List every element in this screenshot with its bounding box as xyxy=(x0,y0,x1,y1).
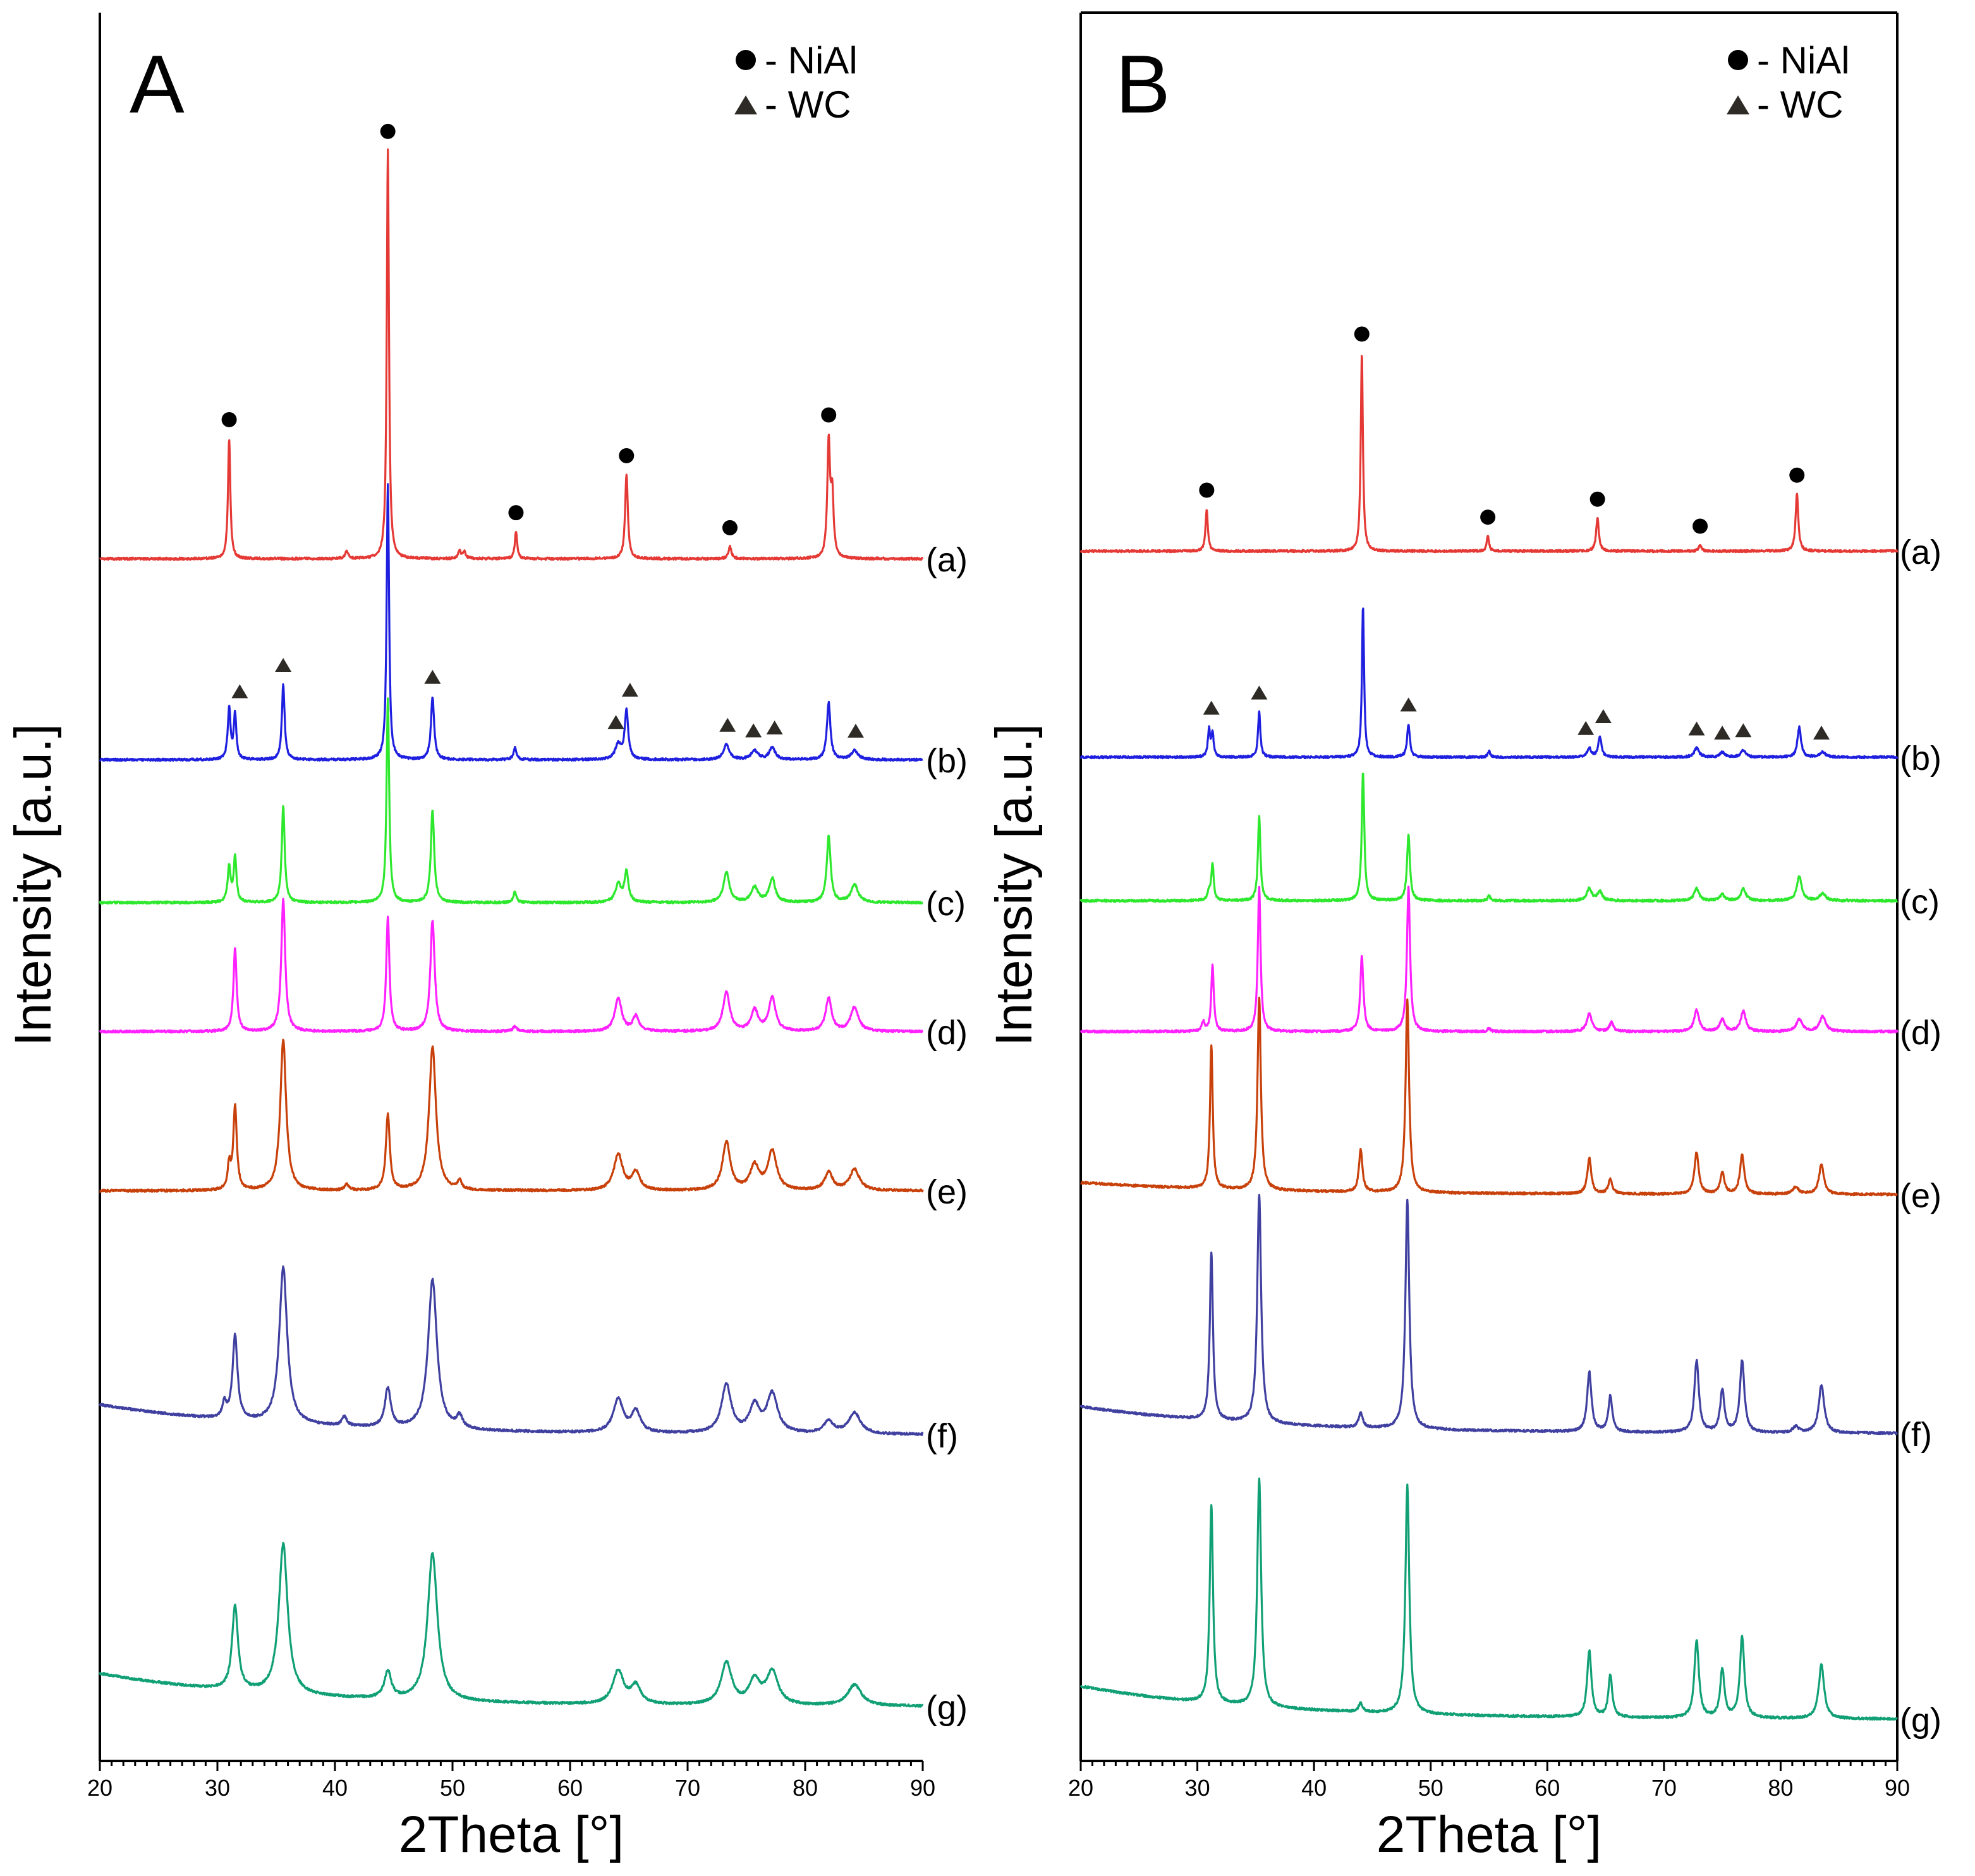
panel-a-trace-d xyxy=(99,898,923,1034)
panel-b-nial-marker xyxy=(1199,482,1215,498)
panel-a-trace-b xyxy=(99,483,923,762)
panel-a-legend-wc-marker xyxy=(734,95,757,114)
panel-b-wc-marker xyxy=(1203,700,1220,715)
panel-a-trace-f xyxy=(99,1265,924,1436)
panel-b-curve-label-g: (g) xyxy=(1900,1702,1942,1739)
panel-a-nial-marker xyxy=(221,411,237,427)
panel-a-trace-e xyxy=(99,1038,924,1193)
panel-b-trace-b xyxy=(1079,607,1899,760)
panel-b-nial-marker xyxy=(1589,491,1605,507)
panel-a-x-tick-label: 70 xyxy=(675,1775,700,1801)
panel-a-nial-marker xyxy=(619,448,635,463)
panel-b-x-tick-label: 30 xyxy=(1185,1775,1210,1801)
panel-b-legend-nial-marker xyxy=(1728,50,1748,70)
panel-a-nial-marker xyxy=(380,123,396,139)
panel-a-wc-marker xyxy=(424,669,441,684)
panel-b-nial-marker xyxy=(1789,467,1805,483)
panel-b-x-tick-label: 70 xyxy=(1651,1775,1677,1801)
panel-a-y-axis-label: Intensity [a.u.] xyxy=(4,724,62,1047)
panel-a-legend-nial-label: - NiAl xyxy=(765,39,858,82)
panel-a-legend-wc-label: - WC xyxy=(765,83,851,126)
panel-b-nial-marker xyxy=(1692,518,1708,534)
panel-a-wc-marker xyxy=(231,684,248,698)
panel-b-curve-label-d: (d) xyxy=(1900,1014,1942,1052)
panel-a-wc-marker xyxy=(847,724,864,738)
panel-b-trace-g xyxy=(1079,1477,1898,1721)
panel-a-trace-c xyxy=(99,697,923,905)
panel-b-wc-marker xyxy=(1400,697,1417,712)
panel-a-trace-a xyxy=(99,148,924,561)
panel-a-x-tick-label: 40 xyxy=(322,1775,348,1801)
panel-a-curve-label-f: (f) xyxy=(926,1417,958,1455)
panel-b-x-tick-label: 20 xyxy=(1068,1775,1093,1801)
panel-b-legend-wc-marker xyxy=(1727,95,1749,114)
panel-b-legend-nial-label: - NiAl xyxy=(1757,39,1850,82)
panel-b-wc-marker xyxy=(1714,725,1731,740)
panel-b-trace-c xyxy=(1079,772,1899,903)
panel-a-nial-marker xyxy=(722,520,738,535)
panel-a-legend: - NiAl - WC xyxy=(734,39,858,126)
panel-a-curve-label-c: (c) xyxy=(926,885,966,923)
panel-a-nial-marker xyxy=(508,505,524,521)
panel-b-trace-a xyxy=(1080,355,1899,554)
panel-a-label: A xyxy=(130,38,185,130)
panel-a-wc-marker xyxy=(275,657,292,672)
panel-a-x-tick-label: 90 xyxy=(910,1775,935,1801)
panel-a-curve-label-a: (a) xyxy=(926,541,968,579)
panel-b-wc-marker xyxy=(1595,709,1612,724)
panel-b-curve-label-e: (e) xyxy=(1900,1177,1942,1215)
panel-a-trace-g xyxy=(99,1542,924,1708)
panel-b-x-tick-label: 40 xyxy=(1301,1775,1327,1801)
panel-a-wc-marker xyxy=(719,717,736,732)
panel-a-curve-label-g: (g) xyxy=(926,1689,968,1727)
panel-b-x-tick-label: 80 xyxy=(1768,1775,1793,1801)
panel-a-x-tick-label: 60 xyxy=(557,1775,583,1801)
panel-b-wc-marker xyxy=(1251,685,1268,700)
panel-b-x-tick-label: 60 xyxy=(1534,1775,1560,1801)
panel-a-x-tick-label: 30 xyxy=(205,1775,230,1801)
panel-b-x-tick-label: 90 xyxy=(1885,1775,1910,1801)
panel-a-wc-marker xyxy=(607,715,624,729)
panel-a-x-axis-label: 2Theta [°] xyxy=(399,1806,624,1863)
panel-a-curve-label-d: (d) xyxy=(926,1014,968,1052)
panel-a-x-tick-label: 20 xyxy=(87,1775,112,1801)
panel-b: B 2Theta [°] Intensity [a.u.] - NiAl - W… xyxy=(985,11,1942,1863)
panel-a-x-tick-label: 80 xyxy=(793,1775,818,1801)
panel-b-wc-marker xyxy=(1577,721,1595,735)
panel-b-curve-label-b: (b) xyxy=(1900,740,1942,777)
panel-b-curve-label-a: (a) xyxy=(1900,533,1942,571)
panel-a-x-tick-label: 50 xyxy=(440,1775,465,1801)
panel-b-curve-label-f: (f) xyxy=(1900,1416,1932,1454)
panel-a-nial-marker xyxy=(821,407,837,423)
panel-b-wc-marker xyxy=(1688,721,1705,736)
panel-b-wc-marker xyxy=(1735,723,1752,738)
panel-b-label: B xyxy=(1115,38,1170,130)
panel-b-y-axis-label: Intensity [a.u.] xyxy=(985,724,1043,1047)
panel-a-curve-label-b: (b) xyxy=(926,742,968,780)
panel-a-wc-marker xyxy=(621,683,638,697)
panel-b-wc-marker xyxy=(1813,725,1830,740)
panel-a: A 2Theta [°] Intensity [a.u.] - NiAl - W… xyxy=(4,13,968,1863)
panel-b-trace-e xyxy=(1080,996,1898,1197)
panel-b-trace-d xyxy=(1079,886,1899,1034)
panel-b-x-axis-label: 2Theta [°] xyxy=(1376,1806,1601,1863)
panel-b-curve-label-c: (c) xyxy=(1900,883,1940,921)
panel-a-curve-label-e: (e) xyxy=(926,1173,968,1211)
panel-a-wc-marker xyxy=(766,720,783,734)
panel-b-x-tick-label: 50 xyxy=(1418,1775,1443,1801)
panel-a-legend-nial-marker xyxy=(736,50,756,70)
panel-b-trace-f xyxy=(1079,1193,1898,1435)
panel-b-legend: - NiAl - WC xyxy=(1727,39,1850,126)
panel-b-nial-marker xyxy=(1480,509,1496,525)
panel-a-wc-marker xyxy=(745,723,762,738)
panel-b-nial-marker xyxy=(1354,326,1370,342)
panel-b-legend-wc-label: - WC xyxy=(1757,83,1844,126)
